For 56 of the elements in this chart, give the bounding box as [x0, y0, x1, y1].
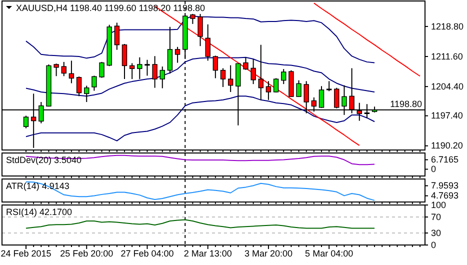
- candlestick: [174, 46, 180, 64]
- candlestick: [114, 22, 120, 50]
- y-tick-label: 1197.40: [431, 110, 463, 121]
- candlestick: [220, 68, 226, 88]
- candlestick: [92, 75, 97, 92]
- candlestick: [160, 66, 165, 89]
- candlestick: [258, 44, 264, 100]
- line-series: [26, 16, 376, 64]
- candlestick: [167, 26, 173, 74]
- y-tick-label: 100: [431, 200, 446, 210]
- candlestick: [205, 24, 210, 62]
- x-tick-label: 2 Mar 13:00: [184, 248, 232, 258]
- candlestick: [129, 62, 135, 80]
- x-tick-label: 25 Feb 20:00: [60, 248, 114, 258]
- candlestick: [137, 56, 142, 80]
- y-tick-label: 1190.20: [431, 140, 463, 151]
- y-tick-label: 6.7165: [431, 154, 459, 165]
- candlestick: [122, 43, 128, 80]
- candlestick: [326, 80, 332, 92]
- candlestick: [76, 76, 82, 97]
- line-series: [26, 96, 376, 142]
- y-tick-label: 1211.60: [431, 51, 463, 62]
- candlestick: [212, 55, 218, 79]
- y-tick-label: 0: [431, 240, 436, 250]
- x-tick-label: 5 Mar 04:00: [305, 248, 354, 258]
- candlestick: [99, 61, 104, 78]
- candlestick: [296, 80, 302, 98]
- candlestick: [84, 85, 90, 103]
- x-tick-label: 24 Feb 2015: [0, 248, 52, 258]
- candlestick: [68, 60, 74, 84]
- candlestick: [190, 13, 196, 24]
- candlestick: [266, 80, 272, 100]
- ref-line-label: 1198.80: [390, 98, 422, 109]
- chart-title: RSI(14) 42.1700: [6, 207, 72, 217]
- candlestick: [243, 56, 248, 70]
- candlestick: [144, 59, 150, 76]
- line-series: [26, 219, 376, 229]
- y-tick-label: 7.9593: [431, 180, 459, 191]
- candlestick: [281, 68, 286, 85]
- y-tick-label: 4.7693: [431, 190, 459, 201]
- y-tick-label: 1204.40: [431, 81, 464, 92]
- candlestick: [61, 61, 66, 77]
- candlestick: [198, 13, 203, 47]
- candlestick: [152, 56, 158, 88]
- candlestick: [273, 78, 279, 93]
- y-tick-label: 30: [431, 228, 442, 238]
- y-tick-label: 70: [431, 212, 442, 222]
- candlestick: [228, 64, 234, 92]
- y-tick-label: 1218.80: [431, 21, 464, 32]
- y-tick-label: 0: [431, 164, 436, 174]
- candlestick: [23, 115, 29, 129]
- x-tick-label: 3 Mar 20:00: [244, 248, 292, 258]
- x-tick-label: 27 Feb 04:00: [120, 248, 174, 258]
- candlestick: [250, 58, 256, 85]
- line-series: [313, 2, 420, 77]
- candlestick: [54, 63, 59, 77]
